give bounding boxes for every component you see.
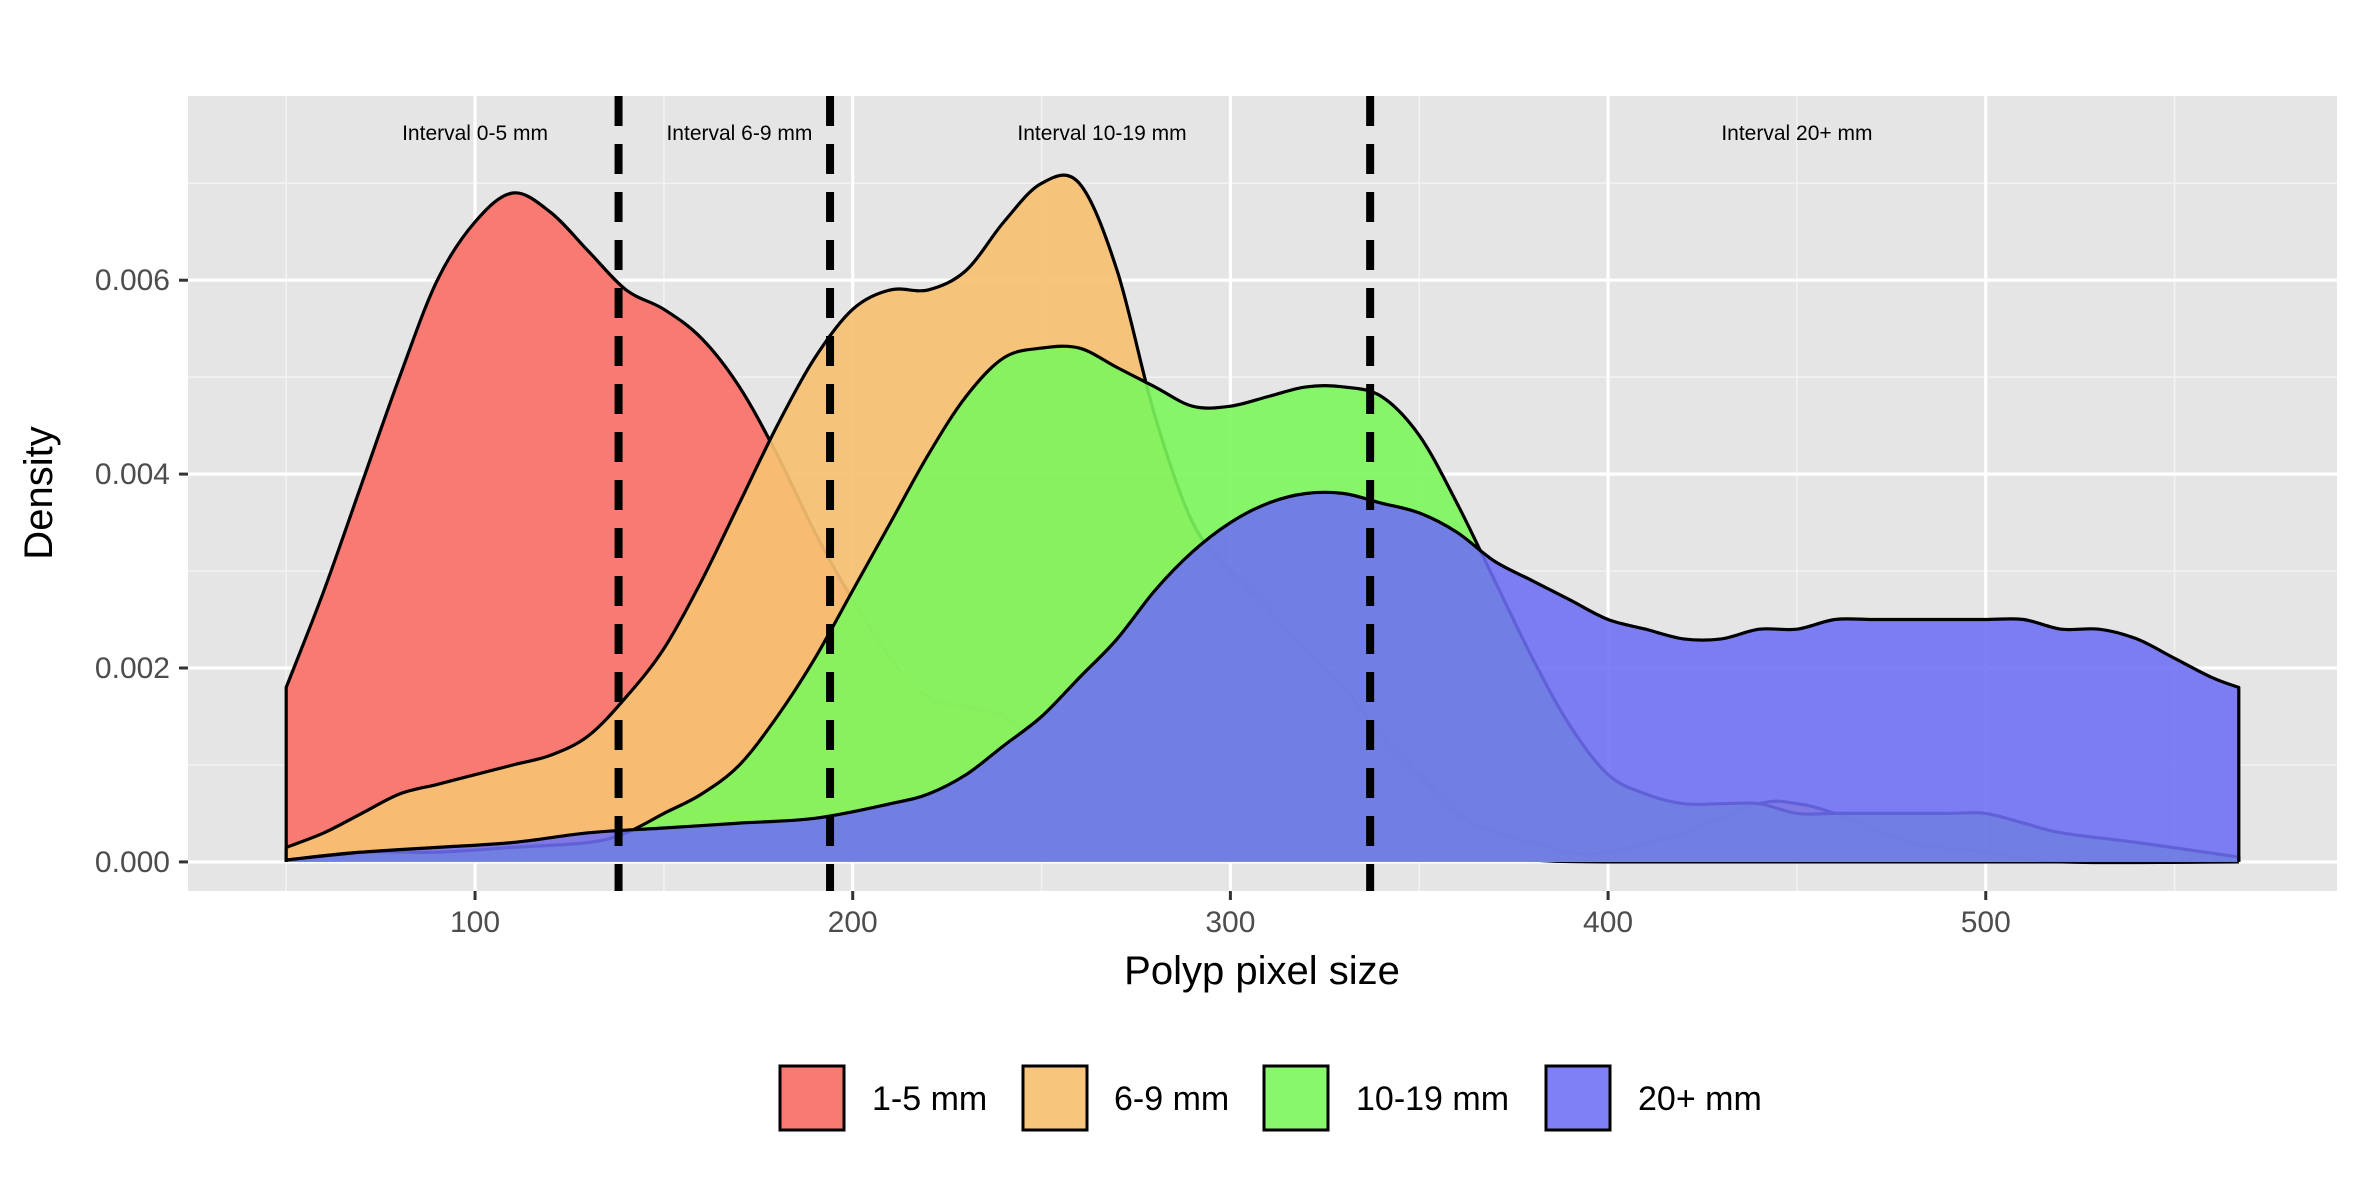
legend: 1-5 mm 6-9 mm 10-19 mm 20+ mm [778,1064,1762,1132]
x-tick-label: 200 [828,906,878,939]
x-axis-title: Polyp pixel size [1124,949,1400,993]
density-areas [284,173,2241,865]
area-20plus-mm [286,492,2239,862]
legend-key-6-9mm [1021,1064,1089,1132]
y-tick-label: 0.002 [95,652,170,685]
annotation-interval-6-9: Interval 6-9 mm [666,122,812,145]
y-tick-label: 0.004 [95,458,170,491]
x-tick-label: 400 [1583,906,1633,939]
y-tick-label: 0.006 [95,264,170,297]
x-tick-label: 500 [1961,906,2011,939]
interval-dividers [614,96,1375,891]
annotation-interval-0-5: Interval 0-5 mm [402,122,548,145]
legend-key-10-19mm [1262,1064,1330,1132]
area-6-9mm [286,175,2239,863]
y-axis-ticks [179,278,188,864]
x-tick-label: 100 [450,906,500,939]
y-tick-label: 0.000 [95,846,170,879]
legend-label-1-5mm: 1-5 mm [872,1080,987,1118]
annotation-interval-20-plus: Interval 20+ mm [1721,122,1872,145]
legend-label-20plus-mm: 20+ mm [1638,1080,1762,1118]
legend-label-10-19mm: 10-19 mm [1356,1080,1509,1118]
legend-key-1-5mm [778,1064,846,1132]
x-tick-label: 300 [1205,906,1255,939]
annotation-interval-10-19: Interval 10-19 mm [1017,122,1186,145]
y-axis-title: Density [17,426,61,559]
interval-annotations: Interval 0-5 mm Interval 6-9 mm Interval… [402,122,1872,145]
legend-key-20plus-mm [1544,1064,1612,1132]
area-20plus-mm-outline [284,490,2241,862]
x-axis-tick-labels: 100 200 300 400 500 [450,906,2011,939]
y-axis-tick-labels: 0.000 0.002 0.004 0.006 [95,264,170,879]
legend-label-6-9mm: 6-9 mm [1114,1080,1229,1118]
x-axis-ticks [473,891,1988,900]
